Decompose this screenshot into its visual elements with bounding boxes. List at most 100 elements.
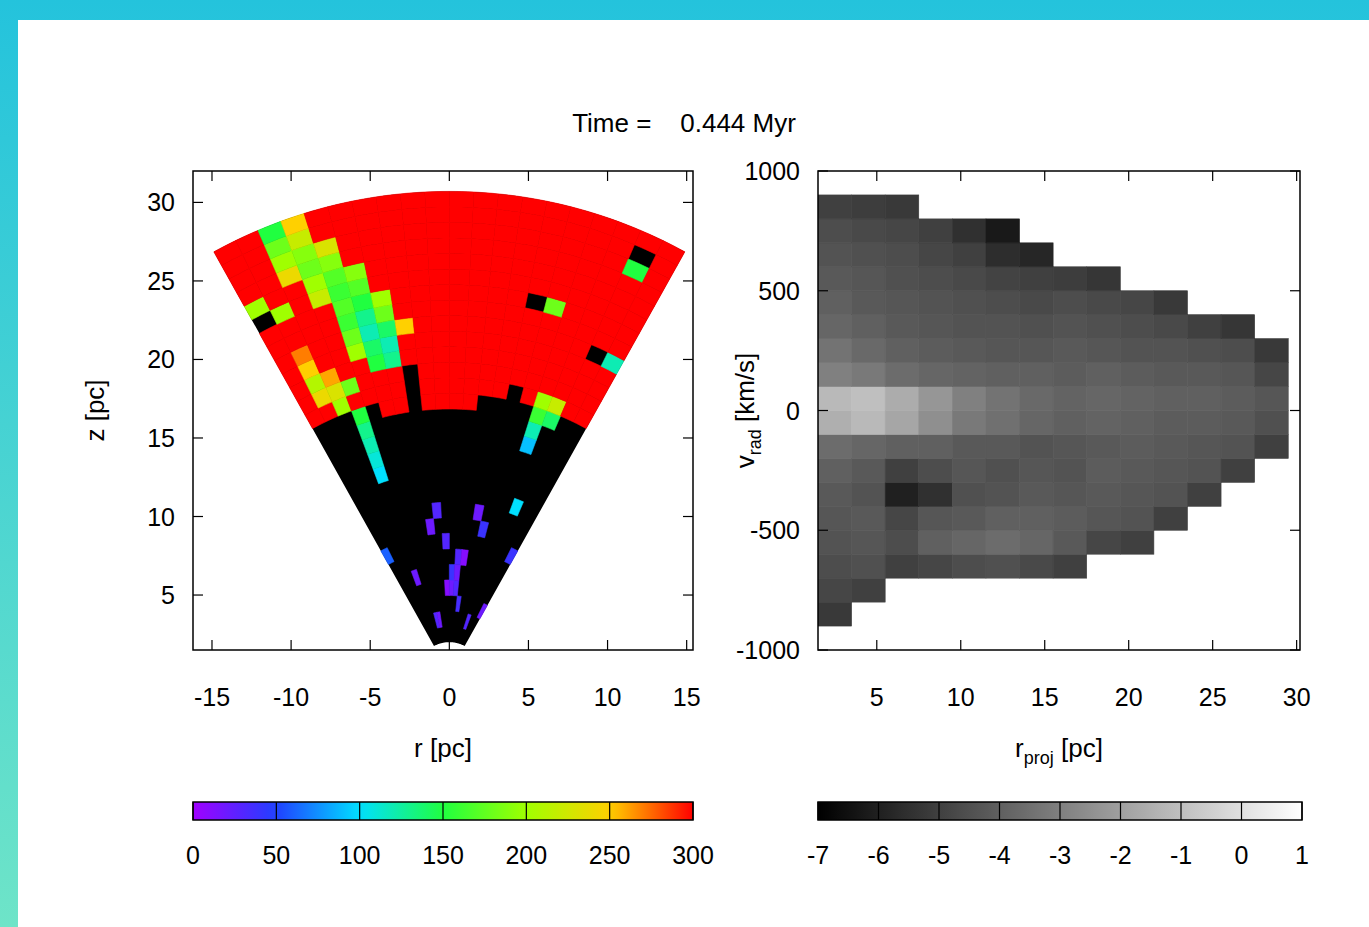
cell: [419, 378, 435, 395]
y-tick-label: -500: [750, 516, 800, 544]
cell: [352, 197, 379, 217]
cell: [818, 530, 852, 554]
cell: [477, 603, 487, 618]
y-axis-title-group: z [pc]: [80, 379, 110, 441]
y-tick: [193, 202, 203, 203]
cell: [885, 219, 919, 243]
cell: [495, 209, 520, 227]
colorbar-tick: [1180, 802, 1181, 820]
x-tick-label: 20: [1115, 683, 1143, 711]
cell: [852, 434, 886, 458]
cell: [885, 315, 919, 339]
cell: [449, 300, 468, 316]
y-tick: [193, 437, 203, 438]
cell: [818, 602, 852, 626]
cell: [952, 506, 986, 530]
colorbar-tick-label: 50: [262, 841, 290, 869]
cell: [1053, 291, 1087, 315]
cell: [410, 285, 431, 302]
title: Time = 0.444 Myr: [572, 108, 796, 138]
cell: [378, 209, 403, 227]
cell: [1053, 482, 1087, 506]
cell: [478, 521, 489, 538]
x-tick: [1212, 640, 1213, 650]
cell: [544, 201, 571, 222]
cell: [395, 318, 415, 336]
cell: [1120, 482, 1154, 506]
cell: [492, 381, 509, 399]
page-panel: [18, 20, 1369, 927]
colorbar-tick-label: -1: [1170, 841, 1192, 869]
cell: [430, 285, 450, 301]
cell: [1053, 434, 1087, 458]
cell: [470, 254, 492, 271]
cell: [281, 213, 309, 235]
cell: [397, 333, 416, 351]
cell: [919, 315, 953, 339]
cell: [481, 349, 499, 366]
cell: [919, 243, 953, 267]
y-tick: [818, 530, 828, 531]
cell: [919, 219, 953, 243]
colorbar-tick: [1241, 802, 1242, 820]
colorbar-tick-label: 100: [339, 841, 381, 869]
cell: [416, 347, 433, 364]
cell: [1087, 506, 1121, 530]
cell: [656, 241, 685, 266]
x-tick-label: 10: [947, 683, 975, 711]
cell: [472, 208, 497, 225]
cell: [449, 362, 465, 378]
x-tick: [686, 171, 687, 181]
cell: [1221, 315, 1255, 339]
x-tick-label: 25: [1199, 683, 1227, 711]
cell: [429, 269, 450, 285]
x-axis-title: r [pc]: [414, 733, 472, 763]
cell: [885, 339, 919, 363]
cell: [885, 267, 919, 291]
cell: [1187, 339, 1221, 363]
cell: [818, 291, 852, 315]
cell: [1255, 411, 1289, 435]
cell: [1221, 458, 1255, 482]
cell: [952, 267, 986, 291]
cell: [952, 554, 986, 578]
cell: [885, 458, 919, 482]
cell: [1120, 434, 1154, 458]
cell: [1020, 554, 1054, 578]
cell: [986, 291, 1020, 315]
x-tick: [1044, 640, 1045, 650]
plot-frame: [193, 171, 693, 650]
x-tick-label: 15: [1031, 683, 1059, 711]
cell: [852, 458, 886, 482]
colorbar-tick-label: 1: [1295, 841, 1309, 869]
cell: [465, 347, 482, 364]
y-tick: [1290, 290, 1300, 291]
cell: [491, 256, 514, 274]
cell: [952, 434, 986, 458]
cell: [1154, 387, 1188, 411]
y-tick: [683, 516, 693, 517]
cell: [413, 316, 432, 333]
colorbar-tick-label: 200: [505, 841, 547, 869]
cell: [1187, 387, 1221, 411]
cell: [484, 318, 504, 336]
cell: [505, 548, 518, 565]
cell: [1221, 434, 1255, 458]
cell: [986, 339, 1020, 363]
cell: [454, 565, 460, 581]
cell: [1154, 363, 1188, 387]
y-tick: [683, 359, 693, 360]
cell: [1087, 530, 1121, 554]
y-tick: [193, 594, 203, 595]
cell: [1020, 387, 1054, 411]
cell: [473, 504, 484, 521]
cell: [449, 207, 473, 223]
cell: [464, 363, 481, 380]
colorbar-frame: [818, 802, 1302, 820]
cell: [567, 207, 595, 229]
cell: [1053, 315, 1087, 339]
x-tick-label: 10: [594, 683, 622, 711]
cell: [952, 387, 986, 411]
x-tick-label: -5: [359, 683, 381, 711]
cell: [445, 580, 450, 596]
